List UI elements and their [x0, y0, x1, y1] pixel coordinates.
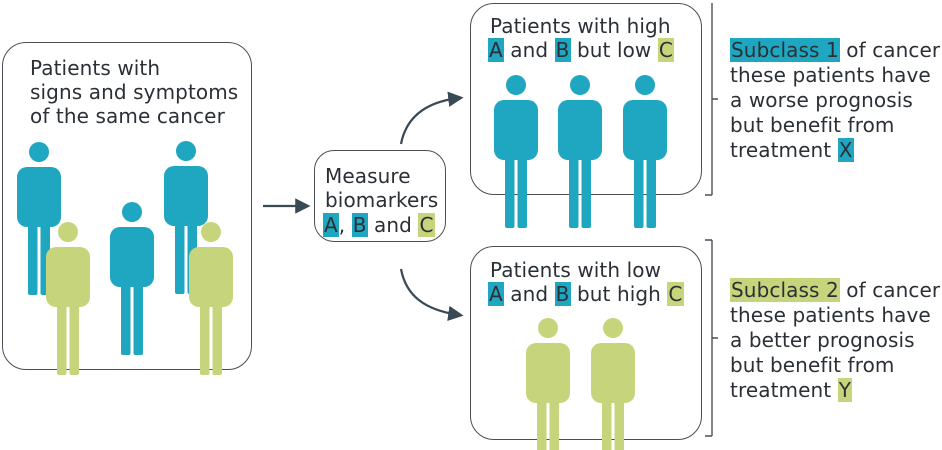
biomarker-a-tag: A [323, 213, 339, 237]
biomarker-b-tag: B [351, 213, 368, 237]
subclass2-patient-1 [526, 318, 570, 450]
subclass1-line-2: a worse prognosis [730, 88, 913, 112]
subclass2-line-2: a better prognosis [730, 328, 915, 352]
subclass2-patient-2 [591, 318, 635, 450]
patients-heading-line-1: Patients with [30, 56, 161, 80]
subclass1-line-1: these patients have [730, 63, 931, 87]
patients-heading-line-3: of the same cancer [30, 104, 225, 128]
high-b-tag: B [554, 38, 571, 62]
subclass1-line-3: but benefit from [730, 113, 895, 137]
high-heading-line-1: Patients with high [490, 14, 671, 38]
subclass1-patient-3 [623, 75, 667, 228]
low-b-tag: B [554, 282, 571, 306]
measure-line-1: Measure [325, 164, 411, 188]
high-heading-line-2: A and B but low C [488, 38, 674, 62]
low-heading-line-1: Patients with low [490, 258, 662, 282]
subclass1-patient-2 [558, 75, 602, 228]
treatment-y-tag: Y [837, 378, 853, 402]
subclass2-patients-box [470, 246, 702, 440]
patient-figure-green-1 [46, 222, 90, 375]
high-a-tag: A [488, 38, 504, 62]
subclass1-title: Subclass 1 of cancer: [730, 38, 942, 62]
subclass2-line-1: these patients have [730, 303, 931, 327]
measure-line-3: A, B and C [323, 213, 435, 237]
subclass2-bracket [705, 239, 718, 437]
arrow-to-subclass2 [399, 268, 464, 322]
low-heading-line-2: A and B but high C [488, 282, 684, 306]
high-c-tag: C [667, 282, 684, 306]
low-a-tag: A [488, 282, 504, 306]
subclass2-label: Subclass 2 [730, 278, 840, 302]
subclass2-treatment: treatment Y [730, 378, 853, 402]
measure-line-2: biomarkers [325, 188, 439, 212]
subclass1-bracket [705, 3, 718, 196]
patient-figure-blue-2 [110, 202, 154, 355]
subclass1-label: Subclass 1 [730, 38, 840, 62]
biomarker-c-tag: C [418, 213, 435, 237]
subclass2-line-3: but benefit from [730, 353, 895, 377]
subclass1-patient-1 [494, 75, 538, 228]
arrow-to-subclass1 [399, 91, 464, 145]
subclass1-treatment: treatment X [730, 138, 854, 162]
treatment-x-tag: X [837, 138, 854, 162]
subclass2-title: Subclass 2 of cancer: [730, 278, 942, 302]
patients-heading-line-2: signs and symptoms [30, 80, 239, 104]
low-c-tag: C [657, 38, 674, 62]
